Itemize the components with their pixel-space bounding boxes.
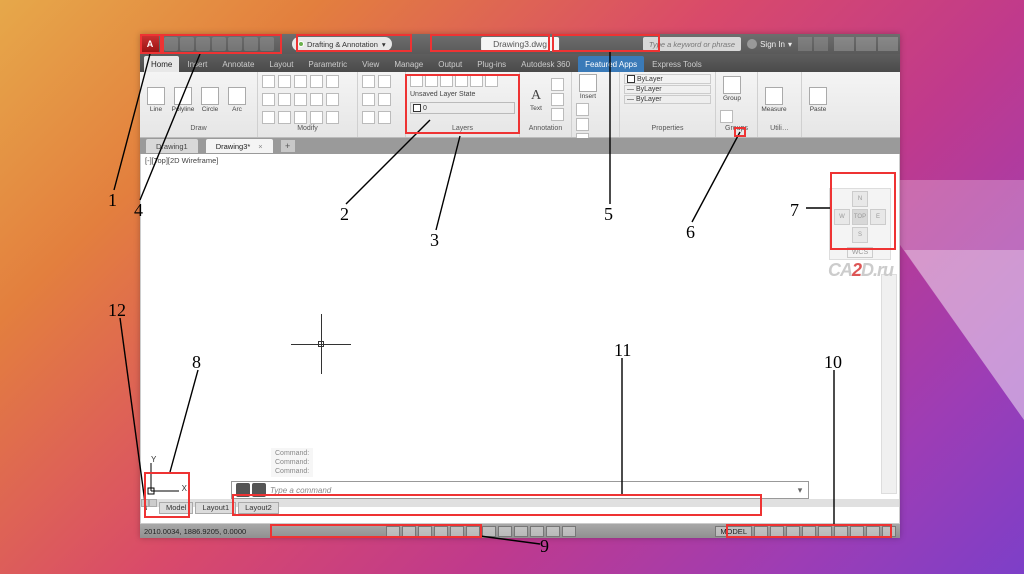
callout-box-title [430, 34, 550, 52]
linetype-dropdown[interactable]: — ByLayer [624, 95, 711, 104]
callout-box-search [552, 34, 660, 52]
tab-featured[interactable]: Featured Apps [578, 56, 644, 72]
help-icon[interactable] [814, 37, 828, 51]
tab-layout[interactable]: Layout [262, 56, 300, 72]
avatar-icon [747, 39, 757, 49]
tool-paste[interactable]: Paste [806, 87, 830, 113]
command-history: Command: Command: Command: [271, 448, 313, 477]
panel-block: Insert Block [572, 72, 620, 137]
ribbon-tabs: Home Insert Annotate Layout Parametric V… [140, 54, 900, 72]
tab-view[interactable]: View [355, 56, 386, 72]
minimize-button[interactable] [834, 37, 854, 51]
callout-8: 8 [192, 352, 201, 373]
panel-draw: Line Polyline Circle Arc Draw [140, 72, 258, 137]
layout-tab-1[interactable]: Layout1 [195, 502, 236, 514]
drawing-area[interactable]: [-][Top][2D Wireframe] N W TOP E S WCS C… [140, 154, 900, 524]
callout-box-statusmid [270, 524, 482, 538]
callout-4: 4 [134, 200, 143, 221]
panel-utilities-label: Utili… [762, 125, 797, 135]
tool-group[interactable]: Group [720, 76, 744, 102]
tab-a360[interactable]: Autodesk 360 [514, 56, 577, 72]
maximize-button[interactable] [856, 37, 876, 51]
tab-insert[interactable]: Insert [180, 56, 214, 72]
callout-1: 1 [108, 190, 117, 211]
exchange-icon[interactable] [798, 37, 812, 51]
tool-circle[interactable]: Circle [198, 87, 222, 113]
panel-annotation: AText Annotation [520, 72, 572, 137]
callout-box-viewcube [830, 172, 896, 250]
callout-box-propsdd [734, 127, 746, 137]
tab-manage[interactable]: Manage [387, 56, 430, 72]
tool-insert[interactable]: Insert [576, 74, 600, 100]
panel-modify-label: Modify [262, 125, 353, 135]
signin-button[interactable]: Sign In ▾ [747, 39, 792, 49]
panel-properties: ByLayer — ByLayer — ByLayer Properties [620, 72, 716, 137]
modify-icon[interactable] [262, 75, 275, 88]
close-button[interactable] [878, 37, 898, 51]
panel-modify: Modify [258, 72, 358, 137]
tab-plugins[interactable]: Plug-ins [470, 56, 513, 72]
callout-2: 2 [340, 204, 349, 225]
callout-7: 7 [790, 200, 799, 221]
viewport-label[interactable]: [-][Top][2D Wireframe] [145, 156, 218, 165]
slide-background: A Drafting & Annotation ▾ Drawing3.dwg T… [0, 0, 1024, 574]
panel-draw-label: Draw [144, 125, 253, 135]
callout-box-cmdline [232, 494, 762, 516]
file-tabs: Drawing1 Drawing3*× + [140, 138, 900, 154]
panel-properties-label: Properties [624, 125, 711, 135]
crosshair-cursor [291, 314, 351, 374]
filetab-drawing3[interactable]: Drawing3*× [206, 139, 273, 153]
callout-6: 6 [686, 222, 695, 243]
ribbon: Line Polyline Circle Arc Draw Modify [140, 72, 900, 138]
callout-5: 5 [604, 204, 613, 225]
tool-text[interactable]: AText [524, 88, 548, 112]
panel-utilities: Measure Utili… [758, 72, 802, 137]
tool-measure[interactable]: Measure [762, 87, 786, 113]
window-buttons [834, 37, 898, 51]
callout-box-statusright [726, 524, 892, 538]
tab-parametric[interactable]: Parametric [301, 56, 354, 72]
decor-triangle-2 [904, 250, 1024, 420]
tool-line[interactable]: Line [144, 87, 168, 113]
tab-annotate[interactable]: Annotate [215, 56, 261, 72]
color-dropdown[interactable]: ByLayer [624, 74, 711, 84]
callout-9: 9 [540, 536, 549, 557]
callout-3: 3 [430, 230, 439, 251]
filetab-drawing1[interactable]: Drawing1 [146, 139, 198, 153]
tab-output[interactable]: Output [431, 56, 469, 72]
callout-box-layers [405, 74, 520, 134]
panel-annotation-label: Annotation [524, 125, 567, 135]
callout-box-ucs [144, 472, 190, 518]
callout-box-appmenu [140, 34, 162, 54]
tab-home[interactable]: Home [144, 56, 179, 72]
status-coordinates[interactable]: 2010.0034, 1886.9205, 0.0000 [144, 527, 246, 536]
autocad-window: A Drafting & Annotation ▾ Drawing3.dwg T… [140, 34, 900, 538]
cmdline-dropdown-icon[interactable]: ▾ [796, 486, 804, 494]
callout-11: 11 [614, 340, 631, 361]
watermark: CA2D.ru [828, 260, 893, 281]
tool-arc[interactable]: Arc [225, 87, 249, 113]
callout-10: 10 [824, 352, 842, 373]
callout-12: 12 [108, 300, 126, 321]
tab-express[interactable]: Express Tools [645, 56, 709, 72]
navigation-bar[interactable] [881, 274, 897, 494]
lineweight-dropdown[interactable]: — ByLayer [624, 85, 711, 94]
callout-box-qat [162, 34, 282, 54]
new-tab-button[interactable]: + [281, 140, 295, 152]
panel-clipboard: Paste [802, 72, 846, 137]
tool-polyline[interactable]: Polyline [171, 87, 195, 113]
panel-misc [358, 72, 406, 137]
callout-box-workspace [296, 34, 412, 52]
